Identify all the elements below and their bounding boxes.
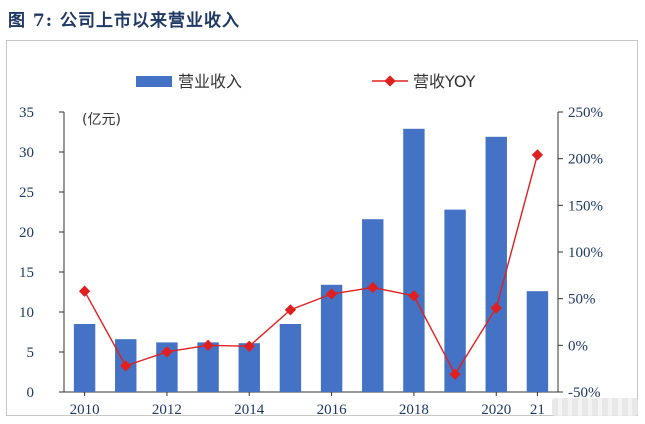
right-tick-label: 100% — [568, 245, 603, 261]
left-tick-label: 15 — [19, 265, 34, 281]
watermark-blur — [552, 398, 638, 416]
right-axis-ticks: -50% 0% 50% 100% 150% 200% 250% — [558, 105, 603, 401]
yoy-point-21 — [531, 149, 544, 161]
right-tick-label: 150% — [568, 198, 603, 214]
yoy-point-2010 — [78, 285, 91, 297]
bar-2014 — [238, 343, 260, 392]
yoy-point-2017 — [367, 281, 379, 294]
yoy-point-2015 — [284, 304, 297, 316]
figure-title: 图 7: 公司上市以来营业收入 — [8, 11, 240, 31]
bar-2013 — [197, 342, 219, 392]
legend: 营业收入 营收YOY — [136, 72, 476, 91]
legend-line-marker — [384, 75, 396, 87]
legend-bar-label: 营业收入 — [178, 72, 242, 91]
left-tick-label: 0 — [27, 385, 35, 401]
left-axis-ticks: 0 5 10 15 20 25 30 35 — [19, 105, 64, 401]
legend-line-label: 营收YOY — [413, 72, 476, 91]
left-tick-label: 30 — [19, 145, 34, 161]
yoy-line — [83, 154, 539, 376]
bar-series — [73, 128, 549, 393]
yoy-point-2012 — [161, 346, 173, 358]
x-tick-label: 2014 — [234, 402, 265, 418]
left-tick-label: 35 — [19, 105, 34, 121]
x-tick-label: 2020 — [481, 402, 511, 418]
bar-2015 — [279, 324, 302, 392]
yoy-point-2016 — [325, 288, 338, 300]
right-tick-label: 0% — [568, 338, 588, 354]
x-tick-label: 2010 — [70, 402, 100, 418]
yoy-point-2014 — [243, 340, 255, 352]
bar-2012 — [156, 342, 178, 392]
line-series — [78, 149, 544, 380]
right-tick-label: 250% — [568, 105, 603, 121]
bar-2019 — [444, 209, 466, 392]
x-tick-label: 2012 — [152, 402, 182, 418]
x-tick-label: 21 — [530, 402, 545, 418]
yoy-point-2013 — [202, 339, 214, 351]
axes — [63, 112, 559, 393]
x-tick-label: 2018 — [399, 402, 429, 418]
right-tick-label: -50% — [568, 385, 601, 401]
bar-2016 — [320, 284, 343, 392]
bar-2020 — [485, 136, 507, 392]
yoy-point-2020 — [490, 302, 502, 314]
left-tick-label: 5 — [27, 345, 35, 361]
left-tick-label: 25 — [19, 185, 34, 201]
right-tick-label: 200% — [568, 152, 603, 168]
bar-2017 — [362, 219, 384, 392]
left-tick-label: 20 — [19, 225, 34, 241]
right-tick-label: 50% — [568, 292, 596, 308]
left-axis-unit-label: (亿元) — [82, 112, 121, 128]
legend-bar-swatch — [136, 76, 172, 87]
x-tick-label: 2016 — [317, 402, 348, 418]
x-axis-ticks: 2010 2012 2014 2016 2018 2020 21 — [70, 392, 545, 418]
yoy-point-2018 — [408, 290, 420, 302]
bar-2018 — [403, 128, 425, 393]
yoy-point-2019 — [449, 368, 461, 380]
left-tick-label: 10 — [19, 305, 34, 321]
bar-2010 — [73, 324, 96, 392]
bar-21 — [526, 291, 549, 392]
